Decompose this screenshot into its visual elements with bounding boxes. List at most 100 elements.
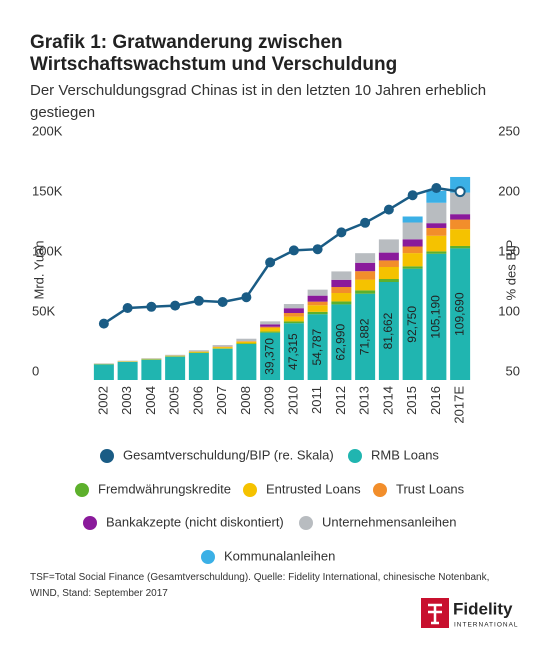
legend-marker — [348, 449, 362, 463]
bar-segment — [236, 341, 257, 344]
bar-segment — [283, 323, 304, 380]
chart-title: Grafik 1: Gratwanderung zwischen Wirtsch… — [30, 32, 398, 75]
x-tick-label: 2012 — [333, 386, 348, 415]
x-tick-label: 2002 — [95, 386, 110, 415]
bar-segment — [331, 287, 352, 294]
x-tick-label: 2011 — [309, 386, 324, 414]
bar-segment — [307, 314, 328, 380]
bar-segment — [378, 267, 399, 280]
x-tick-label: 2014 — [380, 386, 395, 415]
bar-segment — [450, 219, 471, 230]
bar-segment — [236, 344, 257, 380]
data-label: 81,662 — [381, 312, 395, 349]
bar-segment — [426, 251, 447, 254]
x-tick-label: 2006 — [190, 386, 205, 415]
bar-segment — [426, 202, 447, 224]
chart-subtitle: Der Verschuldungsgrad Chinas ist in den … — [30, 82, 487, 121]
bar-segment — [450, 214, 471, 220]
legend-marker — [243, 483, 257, 497]
line-point — [312, 244, 323, 255]
bar-segment — [355, 271, 376, 280]
legend-label: Unternehmensanleihen — [322, 514, 456, 529]
bar-segment — [402, 266, 423, 269]
data-label: 62,990 — [334, 324, 348, 361]
bar-segment — [426, 253, 447, 380]
logo-icon — [428, 603, 442, 625]
line-point — [454, 186, 466, 198]
bar-segment — [402, 239, 423, 247]
bar-segment — [307, 305, 328, 312]
bar-segment — [236, 341, 257, 342]
bar-segment — [188, 350, 209, 352]
bar-segment — [426, 235, 447, 252]
line-point — [241, 292, 252, 303]
y-tick-label: 200K — [32, 123, 63, 138]
bar-segment — [307, 289, 328, 296]
x-tick-label: 2005 — [167, 386, 182, 415]
bar-segment — [117, 362, 138, 380]
legend-label: Bankakzepte (nicht diskontiert) — [106, 514, 284, 529]
bar-segment — [188, 351, 209, 353]
x-tick-label: 2004 — [143, 386, 158, 415]
bar-segment — [450, 245, 471, 249]
legend-label: RMB Loans — [371, 447, 439, 462]
y-tick-label: 100K — [32, 243, 63, 258]
line-point — [98, 318, 109, 329]
bar-segment — [283, 313, 304, 317]
bar-segment — [283, 308, 304, 314]
bar-segment — [141, 359, 162, 380]
line-point — [360, 217, 371, 228]
bar-segment — [165, 356, 186, 380]
legend-label: Gesamtverschuldung/BIP (re. Skala) — [123, 447, 334, 462]
bar-segment — [260, 331, 281, 333]
bar-segment — [141, 358, 162, 359]
line-point — [407, 190, 418, 201]
data-label: 105,190 — [429, 295, 443, 339]
data-label: 54,787 — [310, 328, 324, 365]
bar-segment — [283, 304, 304, 309]
line-point — [217, 297, 228, 307]
bar-segment — [355, 293, 376, 380]
bar-segment — [402, 253, 423, 267]
bar-segment — [331, 279, 352, 288]
bar-segment — [402, 246, 423, 254]
bar-segment — [450, 248, 471, 380]
x-tick-label: 2009 — [262, 386, 277, 415]
bar-segment — [165, 355, 186, 357]
bar-segment — [260, 326, 281, 328]
legend-label: Fremdwährungskredite — [98, 481, 231, 496]
line-point — [336, 227, 347, 238]
y2-tick-label: 200 — [498, 183, 520, 198]
bar-segment — [402, 222, 423, 240]
line-point — [146, 301, 157, 312]
x-tick-label: 2008 — [238, 386, 253, 415]
line-point — [265, 257, 276, 268]
bar-segment — [141, 358, 162, 360]
data-label: 71,882 — [357, 318, 371, 355]
bar-segment — [283, 321, 304, 324]
data-label: 92,750 — [405, 306, 419, 343]
legend-label: Kommunalanleihen — [224, 548, 335, 563]
bar-segment — [212, 345, 233, 347]
logo-name: Fidelity — [453, 599, 513, 618]
bar-segment — [307, 311, 328, 315]
bar-segment — [236, 338, 257, 342]
x-tick-label: 2016 — [428, 386, 443, 415]
bar-segment — [378, 279, 399, 283]
x-tick-label: 2007 — [214, 386, 229, 415]
legend-marker — [75, 483, 89, 497]
x-tick-label: 2003 — [119, 386, 134, 415]
bar-segment — [331, 271, 352, 280]
y-tick-label: 50K — [32, 303, 55, 318]
line-point — [383, 204, 394, 215]
x-tick-label: 2015 — [404, 386, 419, 415]
bar-segment — [355, 290, 376, 294]
data-label: 39,370 — [262, 338, 276, 375]
bar-segment — [450, 192, 471, 215]
logo: Fidelity INTERNATIONAL — [421, 598, 518, 629]
legend-marker — [201, 550, 215, 564]
bar-segment — [212, 347, 233, 349]
y2-tick-label: 100 — [498, 303, 520, 318]
